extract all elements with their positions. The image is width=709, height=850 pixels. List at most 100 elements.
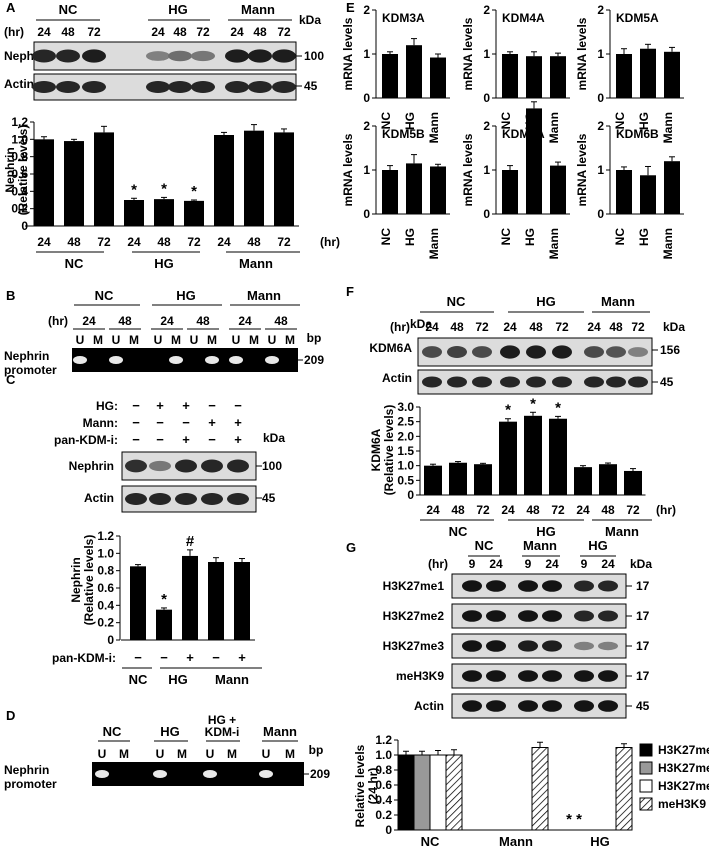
sign: − xyxy=(208,398,216,413)
chart-E-KDM5A-bar xyxy=(616,54,632,98)
time-label: 48 xyxy=(196,314,210,328)
chart-A-bar xyxy=(124,200,144,226)
x-tick-label: 48 xyxy=(67,235,81,249)
band xyxy=(201,492,223,506)
band xyxy=(518,670,538,682)
band xyxy=(191,50,215,62)
x-tick-label: Mann xyxy=(427,112,441,143)
band xyxy=(175,492,197,506)
chart-E-KDM3A-bar xyxy=(406,45,422,98)
chart-F-bar xyxy=(599,464,617,495)
band xyxy=(486,610,506,622)
um-label: U xyxy=(206,747,215,761)
chart-E-tick-label: 2 xyxy=(363,119,370,133)
chart-E-tick-label: 0 xyxy=(597,91,604,105)
group-label: NC xyxy=(475,538,494,553)
x-tick-label: HG xyxy=(403,228,417,246)
group-label: HG xyxy=(176,288,196,303)
row-label: H3K27me3 xyxy=(383,639,445,653)
chart-A-bar xyxy=(244,130,264,226)
chart-F-bar xyxy=(574,467,592,495)
chart-E-tick-label: 2 xyxy=(597,119,604,133)
band xyxy=(168,80,192,94)
time-label: 24 xyxy=(587,320,601,334)
x-tick-label: Mann xyxy=(661,112,675,143)
um-label: M xyxy=(285,333,295,347)
time-label: 72 xyxy=(631,320,645,334)
chart-E-tick-label: 2 xyxy=(597,3,604,17)
legend-swatch xyxy=(639,797,653,811)
western-blot-actin-F xyxy=(417,369,653,395)
band xyxy=(542,700,562,712)
western-blot-nephrin xyxy=(32,41,297,71)
sign: + xyxy=(182,432,190,447)
chart-F-sig: * xyxy=(530,395,536,412)
band xyxy=(486,670,506,682)
um-label: U xyxy=(112,333,121,347)
y-axis-title: mRNA levels xyxy=(461,133,475,206)
x-tick-label: 72 xyxy=(551,503,565,517)
gel-nephrin-promoter xyxy=(72,348,298,372)
band xyxy=(526,376,546,388)
unit-label: bp xyxy=(307,331,322,345)
time-label: 24 xyxy=(230,25,244,39)
chart-G-tick-label: 0.8 xyxy=(375,763,392,777)
chart-G-tick-label: 1.2 xyxy=(375,733,392,747)
um-label: U xyxy=(190,333,199,347)
chart-E-KDM6A-bar xyxy=(550,165,566,214)
band xyxy=(518,640,538,652)
unit-label: bp xyxy=(309,743,324,757)
sign: + xyxy=(186,650,194,665)
chart-E-KDM6B-bar xyxy=(616,170,632,214)
chart-G-bar xyxy=(615,747,633,831)
row-label: pan-KDM-i: xyxy=(54,433,118,447)
sign: − xyxy=(212,650,220,665)
western-blot-G-row xyxy=(451,603,627,629)
western-blot-G-row xyxy=(451,633,627,659)
chart-G-sig: * * xyxy=(566,811,582,828)
band xyxy=(56,80,80,94)
x-tick-label: HG xyxy=(590,834,610,849)
chart-E-tick-label: 1 xyxy=(363,163,370,177)
row-label: Actin xyxy=(414,699,444,713)
band xyxy=(168,50,192,62)
chart-A-tick-label: 0 xyxy=(21,219,28,233)
sign: − xyxy=(208,432,216,447)
chart-C-sig: * xyxy=(161,591,167,608)
time-label: 72 xyxy=(555,320,569,334)
x-tick-label: 48 xyxy=(601,503,615,517)
sign: − xyxy=(134,650,142,665)
time-label: 48 xyxy=(173,25,187,39)
chart-E-tick-label: 0 xyxy=(483,91,490,105)
band xyxy=(628,376,648,388)
um-label: M xyxy=(249,333,259,347)
size-label: 45 xyxy=(636,699,650,713)
band xyxy=(422,376,442,388)
band xyxy=(518,700,538,712)
group-label: Mann xyxy=(605,524,639,539)
x-tick-label: NC xyxy=(499,112,513,130)
band xyxy=(526,345,546,359)
chart-E-KDM5A-bar xyxy=(640,48,656,98)
size-label: 17 xyxy=(636,639,650,653)
legend-swatch xyxy=(639,743,653,757)
band xyxy=(518,580,538,592)
unused: kDa xyxy=(410,317,432,331)
panel-label-C: C xyxy=(6,372,16,387)
time-label: 72 xyxy=(277,25,291,39)
chart-E-KDM5A-bar xyxy=(664,51,680,98)
row-label: H3K27me1 xyxy=(383,579,445,593)
band xyxy=(574,580,594,592)
x-tick-label: Mann xyxy=(427,228,441,259)
group-label: NC xyxy=(103,724,122,739)
band xyxy=(227,459,249,473)
chart-F-bar xyxy=(449,462,467,495)
group-label: Mann xyxy=(215,672,249,687)
row-label: KDM6A xyxy=(369,341,412,355)
group-label: Mann xyxy=(241,2,275,17)
chart-C-tick-label: 0.6 xyxy=(97,581,114,595)
x-tick-label: 24 xyxy=(127,235,141,249)
sign: + xyxy=(208,415,216,430)
legend-label: H3K27me2 xyxy=(658,761,709,775)
gel-band xyxy=(229,356,243,364)
